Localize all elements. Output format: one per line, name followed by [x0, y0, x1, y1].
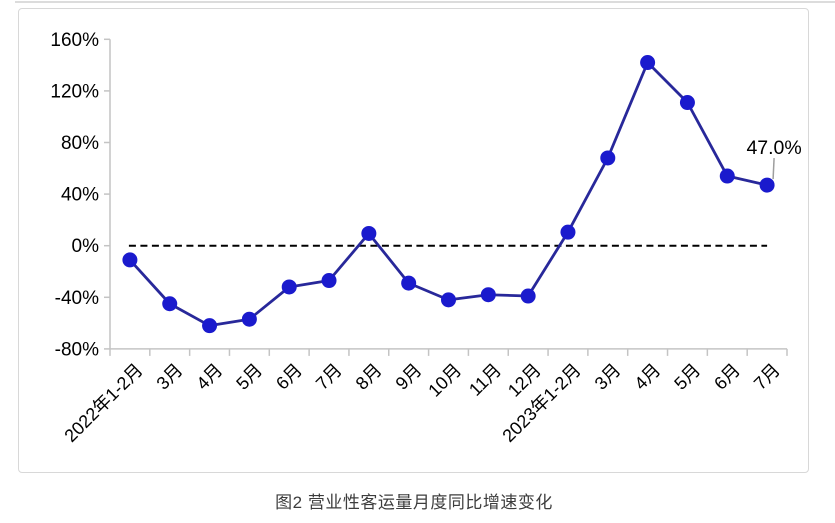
- x-tick-label: 7月: [312, 360, 346, 394]
- y-tick-label: 0%: [72, 236, 100, 257]
- data-point: [361, 225, 377, 241]
- x-tick-label: 6月: [272, 360, 306, 394]
- y-tick-label: 160%: [50, 30, 99, 51]
- data-point: [202, 318, 218, 334]
- y-tick-label: 40%: [61, 185, 99, 206]
- data-point: [759, 177, 775, 193]
- data-label-annotation: 47.0%: [746, 137, 801, 159]
- x-tick-label: 3月: [153, 360, 187, 394]
- data-point: [600, 150, 616, 166]
- data-point: [241, 311, 257, 327]
- x-tick-label: 6月: [710, 360, 744, 394]
- data-point: [162, 296, 178, 312]
- series-line: [128, 61, 768, 328]
- data-point: [122, 252, 138, 268]
- x-tick-label: 4月: [192, 360, 226, 394]
- data-point: [560, 224, 576, 240]
- x-tick-label: 4月: [630, 360, 664, 394]
- data-point: [520, 288, 536, 304]
- x-tick-label: 5月: [232, 360, 266, 394]
- screenshot-top-edge-line: [15, 1, 835, 3]
- data-point: [640, 55, 656, 71]
- x-tick-label: 7月: [750, 360, 784, 394]
- y-tick-label: -80%: [55, 339, 99, 360]
- x-tick-label: 11月: [465, 360, 505, 400]
- x-tick-label: 8月: [352, 360, 386, 394]
- data-point: [679, 95, 695, 111]
- data-point: [281, 279, 297, 295]
- x-tick-label: 9月: [392, 360, 426, 394]
- data-point: [401, 275, 417, 291]
- data-point: [480, 287, 496, 303]
- x-tick-label: 2022年1-2月: [60, 360, 146, 446]
- data-point: [719, 168, 735, 184]
- y-tick-label: -40%: [55, 288, 99, 309]
- chart-frame: [18, 8, 809, 473]
- x-tick-label: 3月: [591, 360, 625, 394]
- data-point: [321, 273, 337, 289]
- annotation-leader-line: [772, 158, 775, 180]
- x-tick-label: 10月: [424, 360, 465, 401]
- x-tick-label: 5月: [670, 360, 704, 394]
- data-point: [441, 292, 456, 308]
- y-tick-label: 80%: [61, 133, 99, 154]
- figure-caption: 图2 营业性客运量月度同比增速变化: [275, 493, 553, 512]
- y-tick-label: 120%: [50, 81, 99, 102]
